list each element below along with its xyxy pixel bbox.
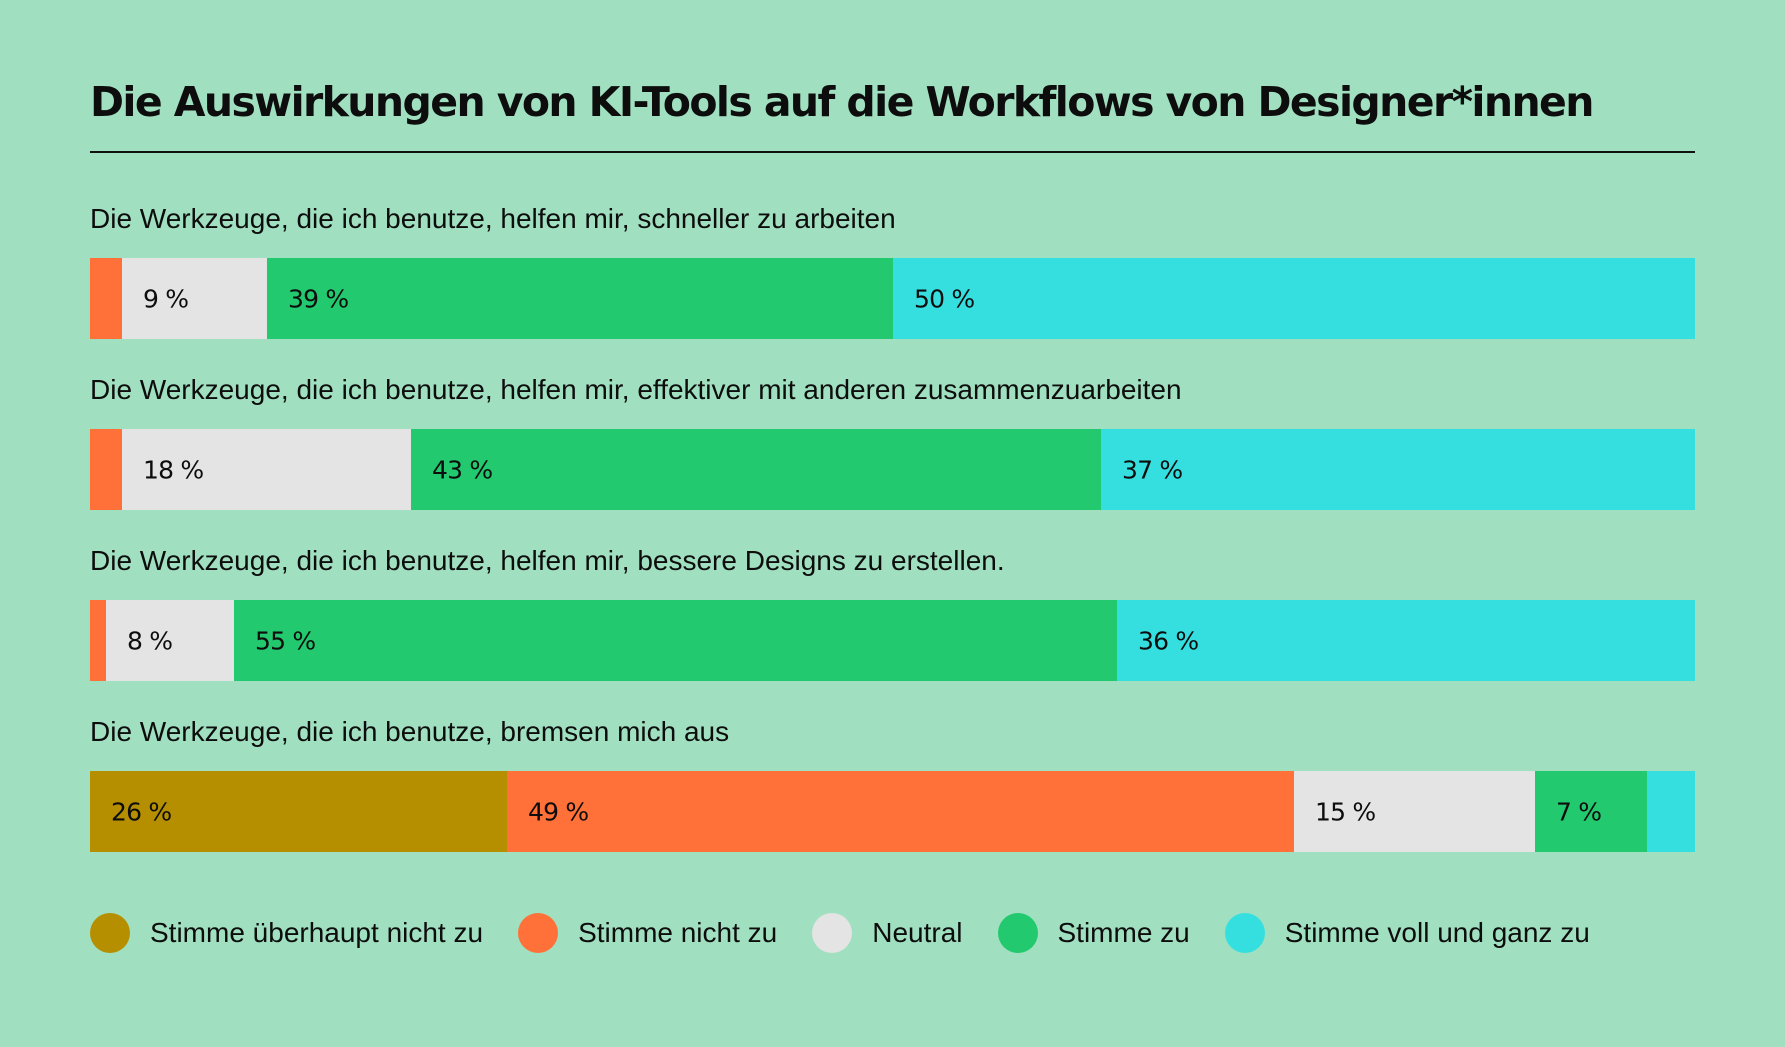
stacked-bar: 8 % 55 % 36 % [90, 600, 1695, 681]
legend-label: Stimme nicht zu [578, 917, 778, 948]
bar-segment [90, 600, 106, 681]
row-label: Die Werkzeuge, die ich benutze, helfen m… [90, 374, 1182, 405]
bar-segment: 9 % [122, 258, 267, 339]
data-label: 26 % [111, 797, 172, 826]
bar-segment: 49 % [507, 771, 1294, 852]
bar-segment: 43 % [411, 429, 1101, 510]
row-label: Die Werkzeuge, die ich benutze, helfen m… [90, 203, 896, 234]
bar-segment: 50 % [893, 258, 1695, 339]
data-label: 39 % [288, 284, 349, 313]
data-label: 37 % [1122, 455, 1183, 484]
legend-swatch [812, 913, 853, 953]
bar-segment [90, 258, 122, 339]
data-label: 15 % [1315, 797, 1376, 826]
legend-label: Stimme überhaupt nicht zu [150, 917, 484, 948]
row-label: Die Werkzeuge, die ich benutze, helfen m… [90, 545, 1005, 576]
data-label: 49 % [528, 797, 589, 826]
bar-segment: 15 % [1294, 771, 1535, 852]
bar-segment: 39 % [267, 258, 893, 339]
data-label: 43 % [432, 455, 493, 484]
data-label: 55 % [255, 626, 316, 655]
legend-label: Stimme zu [1057, 917, 1190, 948]
legend-item: Stimme zu [997, 913, 1190, 953]
bar-segment: 8 % [106, 600, 234, 681]
bar-segment [1647, 771, 1695, 852]
legend-item: Neutral [812, 913, 963, 953]
chart-legend: Stimme überhaupt nicht zu Stimme nicht zu… [90, 912, 1625, 954]
legend-item: Stimme nicht zu [518, 913, 777, 953]
bar-segment: 18 % [122, 429, 411, 510]
legend-label: Neutral [872, 917, 963, 948]
data-label: 36 % [1138, 626, 1199, 655]
data-label: 18 % [143, 455, 204, 484]
row-label: Die Werkzeuge, die ich benutze, bremsen … [90, 716, 730, 747]
title-divider [90, 151, 1695, 153]
data-label: 9 % [143, 284, 189, 313]
bar-segment: 55 % [234, 600, 1117, 681]
legend-item: Stimme überhaupt nicht zu [90, 913, 483, 953]
legend-swatch [1224, 913, 1265, 953]
bar-segment [90, 429, 122, 510]
bar-segment: 36 % [1117, 600, 1695, 681]
stacked-bar: 26 % 49 % 15 % 7 % [90, 771, 1695, 852]
data-label: 8 % [127, 626, 173, 655]
data-label: 7 % [1556, 797, 1602, 826]
data-label: 50 % [914, 284, 975, 313]
legend-swatch [518, 913, 559, 953]
legend-swatch [997, 913, 1038, 953]
bar-segment: 37 % [1101, 429, 1695, 510]
stacked-bar: 9 % 39 % 50 % [90, 258, 1695, 339]
bar-segment: 7 % [1535, 771, 1647, 852]
legend-item: Stimme voll und ganz zu [1224, 913, 1590, 953]
stacked-bar: 18 % 43 % 37 % [90, 429, 1695, 510]
bar-segment: 26 % [90, 771, 507, 852]
legend-swatch [90, 913, 130, 953]
chart-title: Die Auswirkungen von KI-Tools auf die Wo… [90, 78, 1594, 126]
legend-label: Stimme voll und ganz zu [1284, 917, 1590, 948]
